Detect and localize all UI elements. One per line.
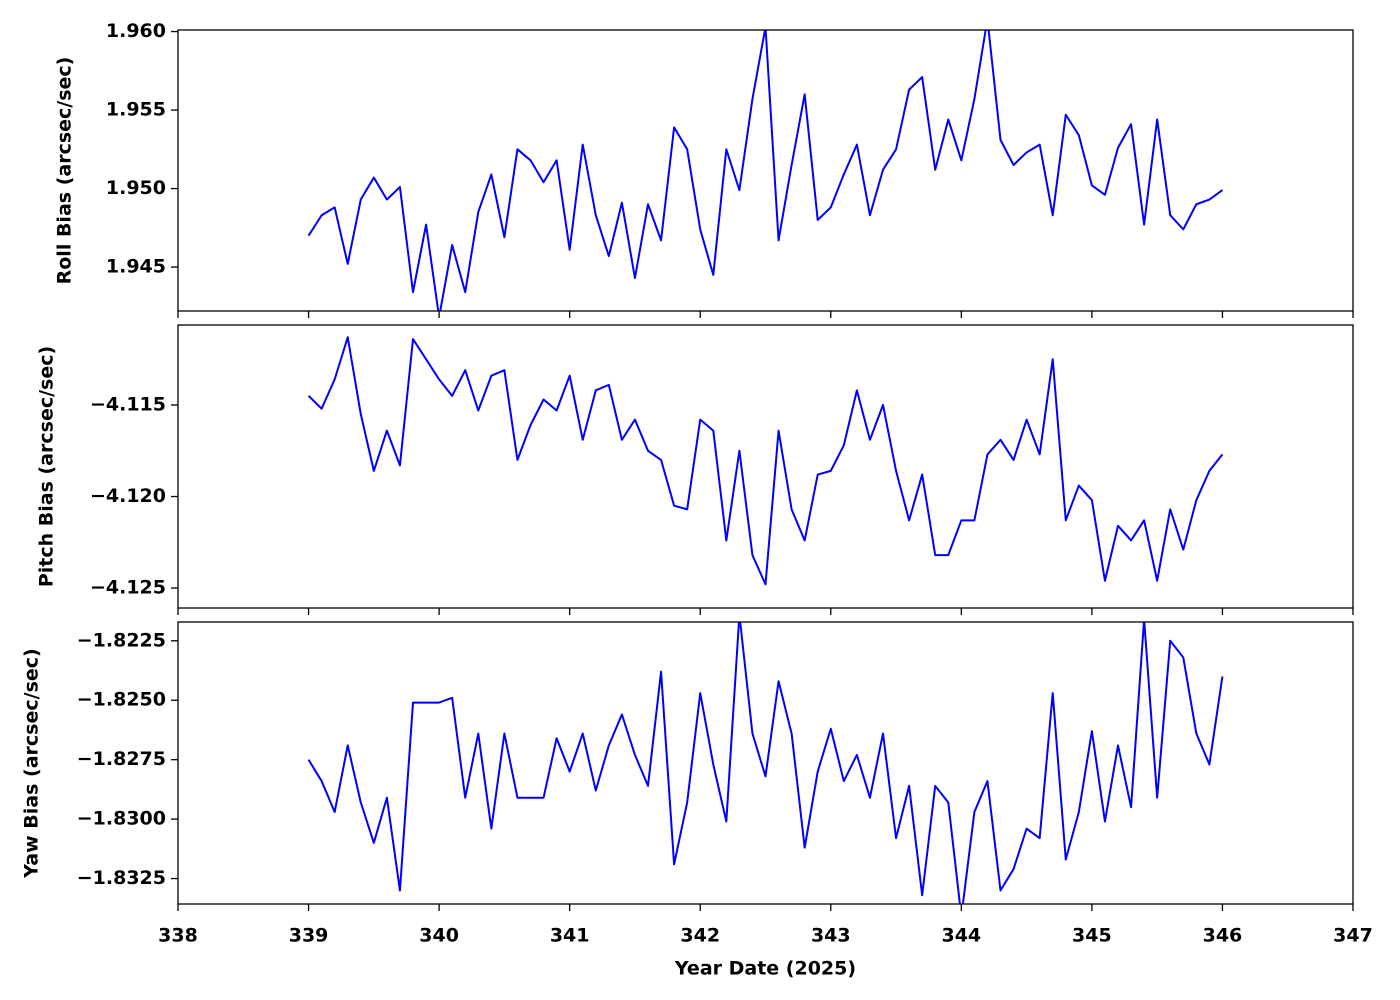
- y-tick-label: −1.8325: [77, 867, 166, 889]
- x-tick-label: 346: [1203, 925, 1243, 947]
- plot-area: [307, 30, 1224, 311]
- y-tick-label: 1.960: [106, 20, 166, 42]
- y-tick-label: −1.8225: [77, 629, 166, 651]
- y-tick-label: −1.8275: [77, 748, 166, 770]
- data-line: [307, 30, 1224, 311]
- x-tick-label: 344: [941, 925, 981, 947]
- y-axis-label: Roll Bias (arcsec/sec): [54, 57, 76, 285]
- y-tick-label: 1.945: [106, 256, 166, 278]
- x-tick-label: 339: [289, 925, 329, 947]
- y-axis-label: Yaw Bias (arcsec/sec): [21, 648, 43, 878]
- x-tick-label: 345: [1072, 925, 1112, 947]
- x-tick-label: 343: [811, 925, 851, 947]
- y-tick-label: −4.115: [90, 393, 166, 415]
- data-line: [307, 622, 1224, 904]
- axes-frame: [177, 621, 1354, 905]
- x-tick-label: 338: [158, 925, 198, 947]
- y-tick-label: 1.950: [106, 177, 166, 199]
- axes-frame: [177, 324, 1354, 609]
- y-tick-label: −1.8250: [77, 689, 166, 711]
- x-axis-label: Year Date (2025): [674, 958, 856, 980]
- x-tick-label: 341: [550, 925, 590, 947]
- axes-frame: [177, 29, 1354, 312]
- y-axis-label: Pitch Bias (arcsec/sec): [36, 346, 58, 587]
- x-tick-label: 347: [1333, 925, 1373, 947]
- plot-area: [307, 336, 1224, 586]
- y-tick-label: −1.8300: [77, 808, 166, 830]
- y-tick-label: 1.955: [106, 99, 166, 121]
- x-tick-label: 340: [419, 925, 459, 947]
- y-tick-label: −4.125: [90, 577, 166, 599]
- data-line: [307, 336, 1224, 586]
- y-tick-label: −4.120: [90, 485, 166, 507]
- x-tick-label: 342: [680, 925, 720, 947]
- plot-area: [307, 622, 1224, 904]
